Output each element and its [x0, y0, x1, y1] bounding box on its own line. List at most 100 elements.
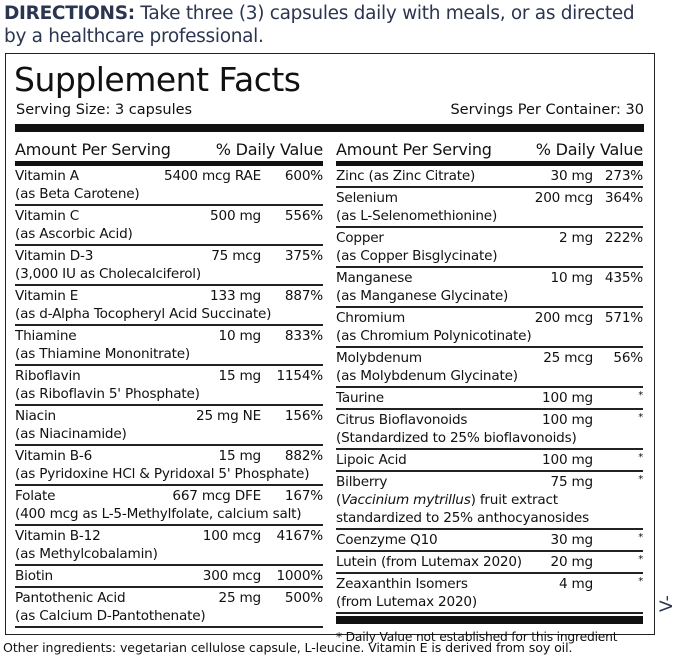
- nutrient-amount: 133 mg: [210, 288, 261, 304]
- right-column: Amount Per Serving % Daily Value Zinc (a…: [336, 140, 643, 644]
- nutrient-name: Vitamin B-12: [15, 528, 101, 544]
- source-suffix: ) fruit extract: [470, 492, 558, 508]
- directions: DIRECTIONS: Take three (3) capsules dail…: [4, 2, 644, 48]
- nutrient-source: (as Pyridoxine HCl & Pyridoxal 5' Phosph…: [15, 466, 310, 482]
- nutrient-row: Lutein (from Lutemax 2020) 20 mg *: [336, 552, 643, 574]
- nutrient-main-line: Zeaxanthin Isomers 4 mg *: [336, 575, 643, 593]
- column-header: Amount Per Serving % Daily Value: [15, 140, 323, 166]
- nutrient-name: Vitamin D-3: [15, 248, 94, 264]
- nutrient-amount: 20 mg: [550, 554, 594, 570]
- nutrient-row: Lipoic Acid 100 mg *: [336, 450, 643, 472]
- nutrient-amount: 200 mcg: [534, 190, 593, 206]
- nutrient-source: (Vaccinium mytrillus) fruit extract: [336, 491, 643, 509]
- nutrient-name: Vitamin E: [15, 288, 79, 304]
- nutrient-name: Coenzyme Q10: [336, 532, 438, 548]
- nutrient-source: (as Riboflavin 5' Phosphate): [15, 386, 200, 402]
- supplement-facts-panel: Supplement Facts Serving Size: 3 capsule…: [5, 53, 655, 644]
- nutrient-main-line: Bilberry 75 mg *: [336, 473, 643, 491]
- version-code: V-23: [657, 590, 679, 612]
- nutrient-amount: 100 mcg: [202, 528, 261, 544]
- header-amount: Amount Per Serving: [336, 140, 492, 159]
- nutrient-daily-value: *: [638, 554, 643, 565]
- nutrient-daily-value: 56%: [613, 350, 643, 366]
- nutrient-main-line: Vitamin B-6 15 mg 882%: [15, 447, 323, 465]
- nutrient-daily-value: 364%: [604, 190, 643, 206]
- nutrient-daily-value: *: [638, 474, 643, 485]
- nutrient-amount: 75 mcg: [211, 248, 261, 264]
- nutrient-main-line: Lipoic Acid 100 mg *: [336, 451, 643, 469]
- nutrient-main-line: Thiamine 10 mg 833%: [15, 327, 323, 345]
- nutrient-amount: 25 mg NE: [196, 408, 261, 424]
- nutrient-daily-value: 156%: [284, 408, 323, 424]
- nutrient-amount: 25 mg: [218, 590, 262, 606]
- nutrient-amount: 100 mg: [542, 390, 593, 406]
- nutrient-row: Vitamin B-12 100 mcg 4167% (as Methylcobala…: [15, 526, 323, 566]
- nutrient-name: Lipoic Acid: [336, 452, 407, 468]
- nutrient-row: Copper 2 mg 222% (as Copper Bisglycinate): [336, 228, 643, 268]
- nutrient-row: Citrus Bioflavonoids 100 mg * (Standardized…: [336, 410, 643, 450]
- nutrient-main-line: Taurine 100 mg *: [336, 389, 643, 407]
- nutrient-daily-value: 167%: [284, 488, 323, 504]
- nutrient-main-line: Coenzyme Q10 30 mg *: [336, 531, 643, 549]
- nutrient-name: Zeaxanthin Isomers: [336, 576, 468, 592]
- nutrient-daily-value: *: [638, 452, 643, 463]
- nutrient-row: Vitamin B-6 15 mg 882% (as Pyridoxine HCl &…: [15, 446, 323, 486]
- divider-bar: [15, 124, 644, 132]
- nutrient-name: Manganese: [336, 270, 413, 286]
- nutrient-name: Pantothenic Acid: [15, 590, 126, 606]
- nutrient-row: Folate 667 mcg DFE 167% (400 mcg as L-5-Met…: [15, 486, 323, 526]
- nutrient-main-line: Selenium 200 mcg 364%: [336, 189, 643, 207]
- nutrient-row: Zinc (as Zinc Citrate) 30 mg 273%: [336, 166, 643, 188]
- divider-bar: [336, 616, 643, 624]
- nutrient-source: (as Thiamine Mononitrate): [15, 346, 190, 362]
- column-header: Amount Per Serving % Daily Value: [336, 140, 643, 166]
- nutrient-source: (Standardized to 25% bioflavonoids): [336, 430, 577, 446]
- nutrient-name: Taurine: [336, 390, 384, 406]
- nutrient-row: Selenium 200 mcg 364% (as L-Selenomethionin…: [336, 188, 643, 228]
- nutrient-daily-value: 4167%: [276, 528, 323, 544]
- nutrient-source: (as Manganese Glycinate): [336, 288, 509, 304]
- nutrient-name: Bilberry: [336, 474, 388, 490]
- nutrient-standardization: standardized to 25% anthocyanosides: [336, 510, 589, 526]
- nutrient-name: Folate: [15, 488, 56, 504]
- nutrient-row: Vitamin C 500 mg 556% (as Ascorbic Acid): [15, 206, 323, 246]
- header-amount: Amount Per Serving: [15, 140, 171, 159]
- nutrient-main-line: Vitamin E 133 mg 887%: [15, 287, 323, 305]
- nutrient-amount: 75 mg: [550, 474, 594, 490]
- nutrient-row: Chromium 200 mcg 571% (as Chromium Polynico…: [336, 308, 643, 348]
- nutrient-main-line: Biotin 300 mcg 1000%: [15, 567, 323, 585]
- nutrient-source: (as Copper Bisglycinate): [336, 248, 498, 264]
- nutrient-main-line: Molybdenum 25 mcg 56%: [336, 349, 643, 367]
- other-ingredients: Other ingredients: vegetarian cellulose …: [3, 640, 573, 655]
- nutrient-daily-value: 500%: [284, 590, 323, 606]
- nutrient-source: (as Methylcobalamin): [15, 546, 158, 562]
- directions-text: Take three (3) capsules daily with meals…: [4, 3, 635, 47]
- nutrient-name: Zinc (as Zinc Citrate): [336, 168, 476, 184]
- nutrient-main-line: Niacin 25 mg NE 156%: [15, 407, 323, 425]
- nutrient-amount: 25 mcg: [543, 350, 593, 366]
- nutrient-source: (as Beta Carotene): [15, 186, 140, 202]
- nutrient-main-line: Riboflavin 15 mg 1154%: [15, 367, 323, 385]
- nutrient-source: (from Lutemax 2020): [336, 594, 477, 610]
- nutrient-daily-value: 273%: [604, 168, 643, 184]
- nutrient-main-line: Folate 667 mcg DFE 167%: [15, 487, 323, 505]
- servings-per-container: Servings Per Container: 30: [450, 102, 644, 118]
- nutrient-name: Niacin: [15, 408, 56, 424]
- nutrient-row: Molybdenum 25 mcg 56% (as Molybdenum Glycin…: [336, 348, 643, 388]
- nutrient-amount: 15 mg: [218, 368, 262, 384]
- nutrient-daily-value: *: [638, 576, 643, 587]
- nutrient-name: Biotin: [15, 568, 53, 584]
- nutrient-daily-value: 222%: [604, 230, 643, 246]
- nutrient-amount: 200 mcg: [534, 310, 593, 326]
- nutrient-row: Biotin 300 mcg 1000%: [15, 566, 323, 588]
- nutrient-name: Copper: [336, 230, 384, 246]
- nutrient-source: (as d-Alpha Tocopheryl Acid Succinate): [15, 306, 272, 322]
- nutrient-amount: 500 mg: [210, 208, 261, 224]
- nutrient-row: Bilberry 75 mg * (Vaccinium mytrillus) frui…: [336, 472, 643, 530]
- nutrient-main-line: Vitamin B-12 100 mcg 4167%: [15, 527, 323, 545]
- nutrient-source: (as Niacinamide): [15, 426, 127, 442]
- nutrient-daily-value: 556%: [284, 208, 323, 224]
- nutrient-name: Riboflavin: [15, 368, 81, 384]
- footnote: * Daily Value not established for this i…: [336, 630, 618, 644]
- nutrient-name: Vitamin C: [15, 208, 80, 224]
